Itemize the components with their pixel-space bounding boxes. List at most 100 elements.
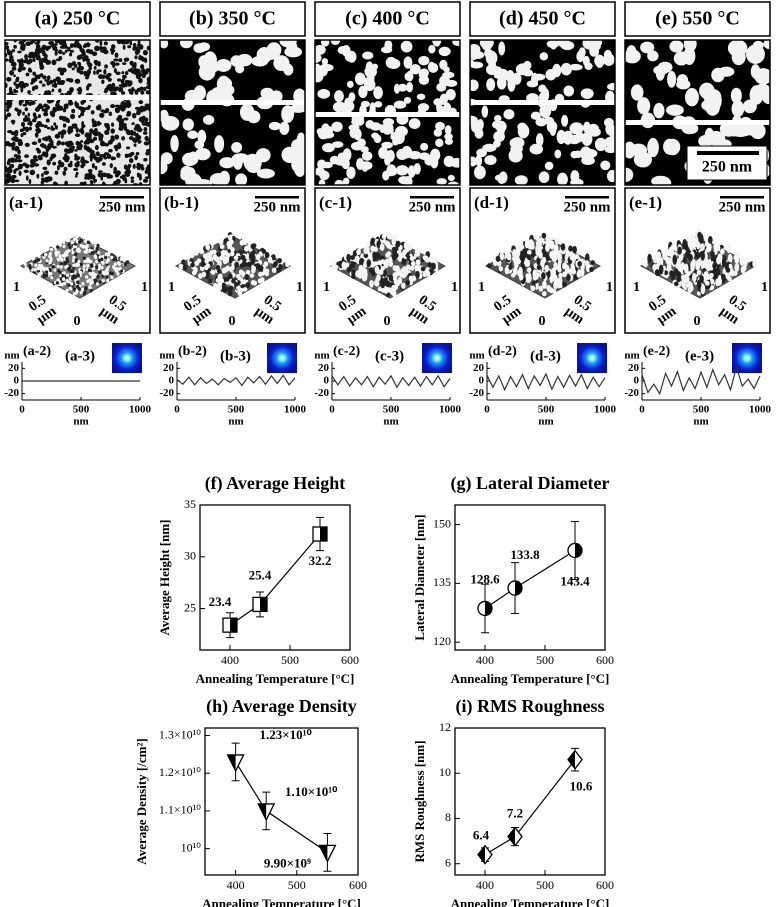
grain (561, 115, 568, 127)
grain (104, 90, 108, 93)
grain (27, 122, 32, 125)
afm-peak (62, 254, 65, 258)
grain (52, 146, 57, 149)
grain (6, 77, 11, 82)
afm-peak (272, 268, 277, 274)
grain (22, 163, 27, 167)
grain (67, 91, 72, 94)
grain (448, 175, 455, 181)
grain (50, 127, 55, 130)
afm-peak (662, 249, 667, 260)
grain (78, 147, 82, 150)
grain (14, 179, 19, 182)
afm-axis-label: 0 (74, 314, 81, 329)
afm-peak (204, 265, 209, 270)
y-tick-label: -20 (4, 387, 19, 399)
grain (30, 170, 36, 176)
grain (332, 141, 344, 148)
grain (637, 97, 650, 114)
afm-peak (52, 265, 55, 269)
grain (61, 68, 66, 73)
afm-peak (541, 272, 546, 279)
grain (55, 42, 58, 45)
x-tick-label: 500 (228, 404, 245, 416)
fft-label: (d-3) (530, 348, 561, 364)
grain (318, 128, 330, 139)
value-label: 32.2 (309, 553, 332, 568)
sem-image (156, 34, 310, 188)
afm-scale-label: 250 nm (563, 199, 611, 215)
grain (419, 70, 426, 79)
value-label: 25.4 (249, 567, 272, 582)
grain (18, 139, 22, 143)
x-tick-label: 400 (221, 653, 239, 667)
grain (61, 142, 65, 146)
grain (82, 161, 85, 165)
grain (676, 80, 690, 90)
x-tick-label: 1000 (284, 404, 307, 416)
grain (334, 90, 344, 102)
afm-peak (677, 247, 682, 255)
grain (123, 45, 126, 50)
grain (338, 46, 349, 54)
grain (235, 173, 247, 186)
grain (29, 127, 32, 131)
grain (62, 40, 65, 43)
afm-peak (70, 282, 73, 286)
grain (42, 137, 47, 140)
grain (480, 36, 494, 49)
grain (37, 121, 42, 125)
chart-title: (i) RMS Roughness (455, 696, 604, 717)
y-tick-label: 10 (439, 765, 451, 779)
afm-label: (b-1) (164, 193, 199, 212)
afm-peak (74, 237, 77, 241)
data-point (508, 581, 522, 595)
afm-peak (728, 254, 733, 262)
grain (128, 89, 133, 92)
afm-peak (544, 265, 549, 273)
grain (38, 155, 42, 160)
afm-peak (394, 253, 399, 258)
grain (418, 103, 429, 111)
grain (87, 63, 92, 68)
grain (102, 162, 106, 166)
grain (538, 85, 546, 93)
grain (92, 120, 97, 124)
grain (42, 75, 47, 79)
grain (98, 173, 103, 178)
grain (39, 64, 44, 70)
grain (106, 85, 110, 90)
grain (488, 60, 496, 72)
grain (93, 137, 97, 141)
afm-peak (100, 257, 103, 261)
afm-peak (700, 243, 705, 250)
plot-frame (455, 728, 605, 875)
x-axis-label: Annealing Temperature [°C] (451, 671, 610, 686)
grain (44, 54, 48, 59)
grain (482, 106, 489, 118)
afm-peak (556, 278, 561, 287)
grain (240, 104, 254, 121)
grain (133, 164, 136, 169)
grain (470, 50, 478, 60)
afm-axis-label: 0 (229, 314, 236, 329)
grain (67, 129, 70, 133)
grain (42, 108, 45, 111)
grain (386, 57, 397, 68)
grain (126, 146, 130, 149)
marker-fill (258, 804, 266, 820)
grain (73, 123, 78, 129)
afm-peak (110, 276, 113, 280)
grain (18, 171, 21, 176)
grain (48, 138, 52, 142)
grain (65, 50, 68, 53)
grain (703, 89, 721, 104)
afm-peak (45, 259, 48, 263)
afm-peak (106, 268, 109, 272)
grain (445, 138, 453, 145)
afm-peak (384, 288, 389, 293)
grain (71, 109, 75, 113)
grain (64, 103, 69, 109)
grain (404, 72, 413, 81)
